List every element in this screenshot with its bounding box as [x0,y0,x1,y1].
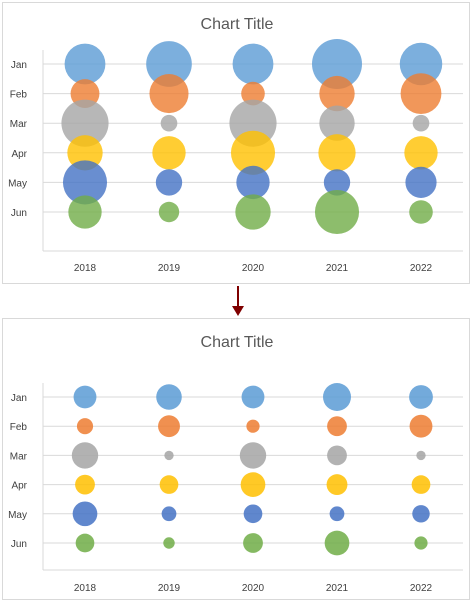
bubble-mar-2020 [239,442,267,469]
bubble-apr-2020 [230,130,276,175]
x-tick-label: 2019 [158,583,181,594]
y-tick-label: Jan [11,60,27,71]
bubble-mar-2019 [160,114,178,132]
bubble-feb-2022 [400,73,442,115]
bubble-jan-2018 [64,43,106,85]
y-tick-label: Feb [10,90,28,101]
y-tick-label: Mar [10,119,28,130]
x-tick-label: 2021 [326,263,349,274]
bubble-may-2020 [243,504,263,524]
bubble-jan-2019 [156,384,182,410]
bubble-mar-2022 [412,114,430,132]
bubble-jun-2021 [324,530,350,556]
bubble-chart-after: Chart Title Jan Feb Mar Apr May Jun 2018 2019 202… [8,334,463,594]
bubble-may-2021 [323,169,351,196]
bubble-jun-2018 [68,195,102,229]
x-tick-label: 2019 [158,263,181,274]
bubble-may-2019 [155,169,183,196]
bubble-feb-2020 [246,419,260,433]
bubble-jan-2019 [146,41,192,87]
bubble-apr-2022 [411,475,431,494]
bubble-feb-2022 [409,414,433,438]
x-tick-label: 2022 [410,583,433,594]
y-tick-label: Apr [11,149,27,160]
bubble-jun-2021 [314,189,360,235]
bubble-jun-2020 [243,533,263,553]
y-tick-label: Mar [10,451,28,462]
bubble-jun-2018 [75,533,95,553]
bubble-jan-2021 [323,383,351,411]
bubble-may-2022 [412,505,430,523]
y-tick-label: Jun [11,539,27,550]
bubble-jun-2019 [158,201,180,223]
bubble-apr-2019 [159,475,179,494]
bubble-jan-2020 [241,385,265,409]
bubble-mar-2021 [319,105,355,141]
bubble-may-2021 [329,506,345,522]
bubble-jan-2022 [409,385,433,409]
y-tick-label: May [8,510,27,521]
x-tick-label: 2018 [74,583,97,594]
down-arrow-icon [232,286,244,316]
y-tick-label: Feb [10,422,28,433]
bubble-jan-2021 [312,39,362,89]
bubble-feb-2018 [76,418,94,435]
bubble-may-2018 [72,501,98,527]
y-tick-label: Jun [11,208,27,219]
chart-title: Chart Title [201,334,274,351]
x-tick-label: 2020 [242,263,265,274]
bubble-mar-2018 [61,99,109,147]
x-tick-label: 2020 [242,583,265,594]
chart-panel-after: Chart Title Jan Feb Mar Apr May Jun 2018 2019 202… [2,318,470,600]
chart-title: Chart Title [201,16,274,33]
bubble-jun-2022 [414,536,428,550]
y-tick-label: Apr [11,481,27,492]
bubble-mar-2021 [327,445,347,466]
bubble-mar-2022 [416,450,426,461]
bubble-jun-2019 [163,537,175,549]
bubble-feb-2021 [327,416,347,437]
bubble-feb-2021 [319,75,355,112]
bubble-jun-2020 [235,194,271,230]
bubble-may-2022 [405,166,437,198]
bubble-may-2018 [62,160,108,205]
y-tick-label: Jan [11,393,27,404]
x-tick-label: 2022 [410,263,433,274]
x-tick-label: 2021 [326,583,349,594]
bubble-mar-2019 [164,450,174,461]
bubble-apr-2020 [240,472,266,497]
bubble-apr-2018 [75,474,95,495]
bubble-may-2019 [161,506,177,522]
bubble-feb-2020 [241,81,265,106]
bubble-jan-2020 [232,43,274,85]
chart-panel-before: Chart Title Jan Feb Mar Apr May Jun 2018 2019 202… [2,2,470,284]
bubble-chart-before: Chart Title Jan Feb Mar Apr May Jun 2018 2019 202… [8,16,463,274]
bubble-may-2020 [236,165,270,200]
bubble-apr-2022 [404,136,438,170]
bubble-jun-2022 [409,200,433,224]
bubble-apr-2021 [326,474,348,496]
bubble-feb-2019 [149,74,189,114]
bubble-feb-2019 [158,415,180,438]
bubble-apr-2021 [318,134,356,172]
y-tick-label: May [8,178,27,189]
bubble-apr-2019 [152,136,186,170]
bubble-jan-2018 [73,385,97,409]
x-tick-label: 2018 [74,263,97,274]
bubble-apr-2018 [67,135,103,171]
bubble-jan-2022 [399,42,443,86]
bubble-mar-2018 [71,442,99,469]
